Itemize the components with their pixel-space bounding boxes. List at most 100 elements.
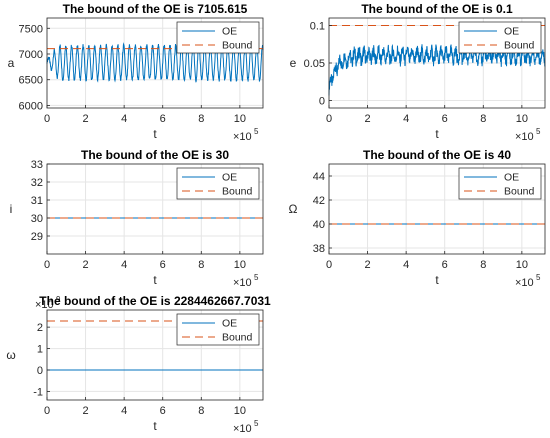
- y-tick-label: -1: [33, 386, 43, 398]
- x-exponent-power: 5: [254, 273, 259, 282]
- subplot-e: 0 2 4 6 8 10 0 0.05 0.1 t e ×10 5 The bound of the OE…: [290, 2, 546, 143]
- legend: OE Bound: [176, 313, 260, 346]
- x-exponent-power: 5: [254, 127, 259, 136]
- y-tick-label: 31: [31, 195, 43, 207]
- subplot-i: 0 2 4 6 8 10 29 30 31 32 33 t i ×10 5 The bound of the …: [10, 148, 264, 289]
- y-axis-label: i: [10, 202, 13, 216]
- x-tick-label: 4: [121, 405, 127, 417]
- subplot-raan: 0 2 4 6 8 10 38 40 42 44 t Ω ×10 5 The bound of the OE…: [289, 148, 546, 289]
- legend-box: [176, 21, 260, 54]
- x-tick-label: 2: [365, 113, 371, 125]
- x-tick-label: 8: [198, 405, 204, 417]
- legend-box: [176, 167, 260, 200]
- legend-bound-label: Bound: [504, 186, 535, 198]
- y-tick-label: 1: [37, 344, 43, 356]
- axes-box: [46, 17, 264, 109]
- x-tick-label: 10: [234, 113, 246, 125]
- legend: OE Bound: [458, 167, 542, 200]
- x-exponent-power: 5: [536, 127, 541, 136]
- x-tick-label: 0: [326, 113, 332, 125]
- legend-bound-label: Bound: [504, 40, 535, 52]
- x-exponent-label: ×10: [515, 277, 534, 289]
- x-tick-label: 0: [44, 405, 50, 417]
- x-exponent-label: ×10: [233, 423, 252, 435]
- x-tick-label: 2: [83, 113, 89, 125]
- y-tick-label: 44: [313, 171, 325, 183]
- y-exponent-label: ×10: [35, 299, 54, 311]
- x-tick-label: 4: [121, 113, 127, 125]
- y-tick-label: 2: [37, 322, 43, 334]
- x-tick-label: 4: [403, 259, 409, 271]
- y-tick-label: 29: [31, 231, 43, 243]
- legend-box: [458, 167, 542, 200]
- x-tick-label: 0: [326, 259, 332, 271]
- legend-oe-label: OE: [222, 172, 237, 184]
- y-axis-label: ω: [6, 348, 15, 362]
- x-tick-label: 2: [83, 405, 89, 417]
- x-tick-label: 10: [234, 259, 246, 271]
- legend-bound-label: Bound: [222, 332, 253, 344]
- y-axis-label: e: [290, 56, 297, 70]
- x-exponent-label: ×10: [515, 131, 534, 143]
- y-tick-label: 40: [313, 219, 325, 231]
- x-tick-label: 8: [198, 259, 204, 271]
- x-tick-label: 4: [403, 113, 409, 125]
- legend: OE Bound: [458, 21, 542, 54]
- legend-oe-label: OE: [222, 26, 237, 38]
- x-exponent-power: 5: [254, 419, 259, 428]
- x-tick-label: 0: [44, 113, 50, 125]
- x-exponent-label: ×10: [233, 131, 252, 143]
- axes-box: [46, 163, 264, 255]
- x-tick-label: 10: [516, 113, 528, 125]
- y-tick-label: 0: [319, 96, 325, 108]
- legend-bound-label: Bound: [222, 186, 253, 198]
- chart-title: The bound of the OE is 30: [81, 148, 229, 162]
- x-tick-label: 8: [480, 259, 486, 271]
- chart-title: The bound of the OE is 7105.615: [63, 2, 248, 16]
- x-axis-label: t: [153, 127, 157, 141]
- x-tick-label: 2: [365, 259, 371, 271]
- y-tick-label: 6000: [19, 100, 43, 112]
- x-axis-label: t: [435, 273, 439, 287]
- legend-bound-label: Bound: [222, 40, 253, 52]
- legend-oe-label: OE: [504, 26, 519, 38]
- y-axis-label: Ω: [289, 202, 298, 216]
- legend-box: [176, 313, 260, 346]
- axes-box: [46, 309, 264, 401]
- x-exponent-label: ×10: [233, 277, 252, 289]
- chart-title: The bound of the OE is 0.1: [361, 2, 513, 16]
- x-tick-label: 2: [83, 259, 89, 271]
- x-tick-label: 8: [198, 113, 204, 125]
- x-tick-label: 10: [516, 259, 528, 271]
- legend-box: [458, 21, 542, 54]
- x-tick-label: 0: [44, 259, 50, 271]
- y-tick-label: 7000: [19, 49, 43, 61]
- y-tick-label: 6500: [19, 75, 43, 87]
- x-tick-label: 8: [480, 113, 486, 125]
- chart-title: The bound of the OE is 40: [363, 148, 511, 162]
- y-tick-label: 30: [31, 213, 43, 225]
- x-tick-label: 6: [160, 405, 166, 417]
- y-tick-label: 42: [313, 195, 325, 207]
- x-axis-label: t: [435, 127, 439, 141]
- x-axis-label: t: [153, 273, 157, 287]
- chart-title: The bound of the OE is 2284462667.7031: [39, 294, 271, 308]
- y-tick-label: 0: [37, 365, 43, 377]
- legend: OE Bound: [176, 167, 260, 200]
- y-tick-label: 0.1: [310, 21, 325, 33]
- x-tick-label: 4: [121, 259, 127, 271]
- axes-box: [328, 163, 546, 255]
- y-axis-label: a: [8, 56, 15, 70]
- legend: OE Bound: [176, 21, 260, 54]
- y-exponent-power: 9: [56, 295, 61, 304]
- y-tick-label: 33: [31, 159, 43, 171]
- x-tick-label: 6: [442, 113, 448, 125]
- legend-oe-label: OE: [504, 172, 519, 184]
- x-tick-label: 6: [160, 259, 166, 271]
- x-exponent-power: 5: [536, 273, 541, 282]
- x-tick-label: 10: [234, 405, 246, 417]
- subplot-a: 0 2 4 6 8 10 6000 6500 7000 7500 t a ×10 5 The bound o…: [8, 2, 264, 143]
- y-tick-label: 0.05: [304, 58, 325, 70]
